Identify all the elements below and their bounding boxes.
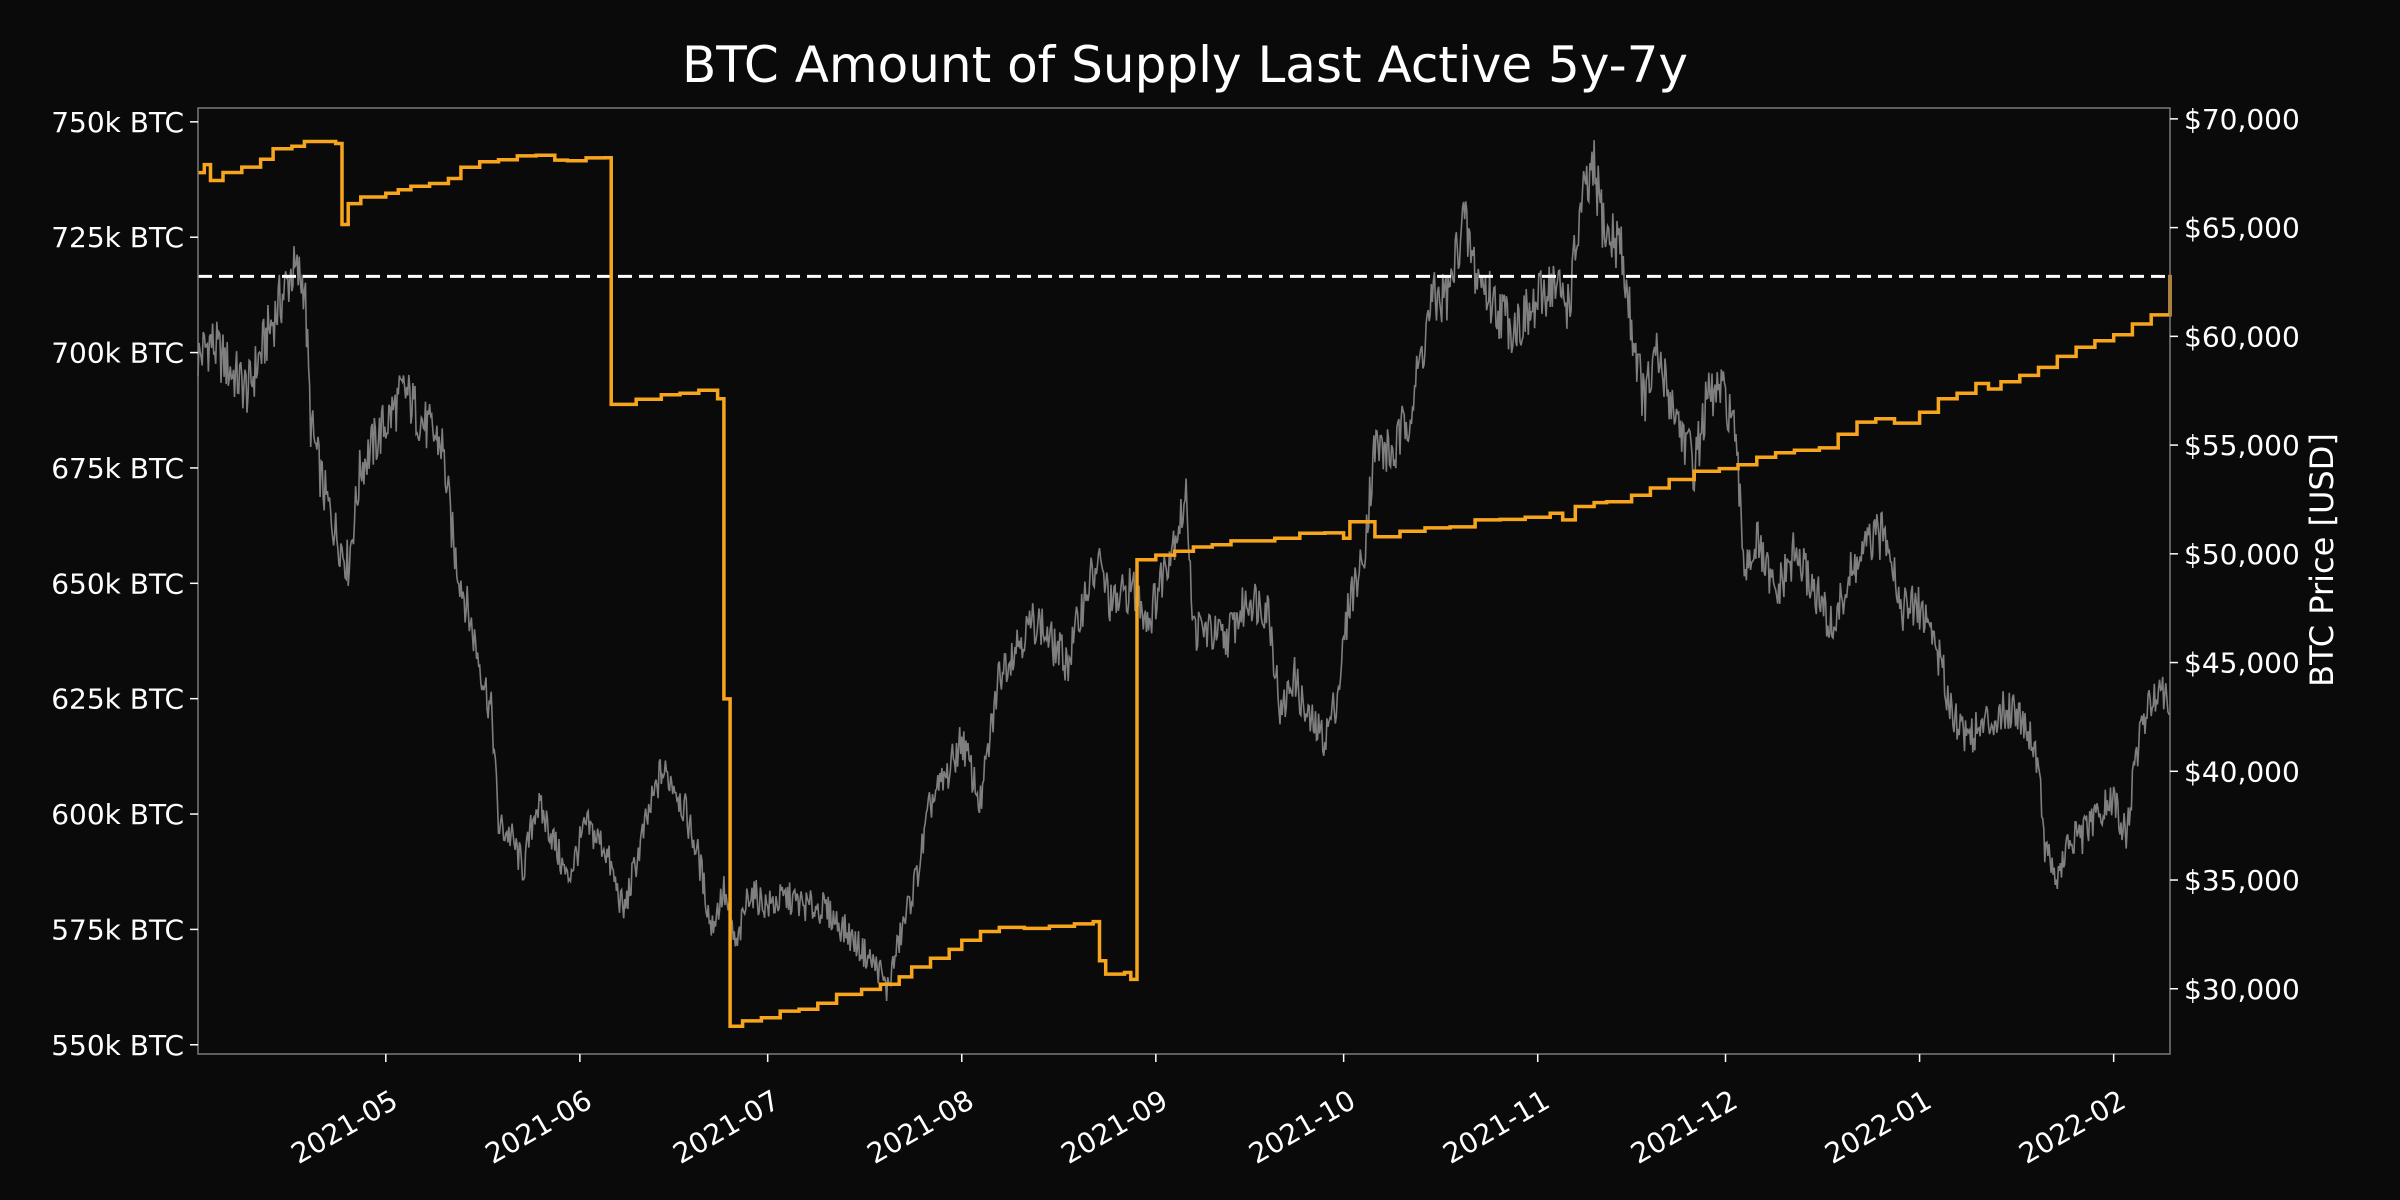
chart-title: BTC Amount of Supply Last Active 5y-7y — [682, 36, 1688, 94]
y-left-tick-label: 675k BTC — [51, 452, 184, 485]
y-left-tick-label: 650k BTC — [51, 567, 184, 600]
y-left-tick-label: 625k BTC — [51, 683, 184, 716]
y-right-tick-label: $35,000 — [2184, 864, 2300, 897]
y-left-tick-label: 600k BTC — [51, 798, 184, 831]
plot-area — [197, 108, 2172, 1054]
y-left-tick-label: 575k BTC — [51, 913, 184, 946]
y-left-tick-label: 700k BTC — [51, 337, 184, 370]
price-series-line — [197, 140, 2171, 1002]
y-right-axis-label: BTC Price [USD] — [2303, 433, 2341, 687]
plot-frame — [197, 107, 2171, 1055]
supply-series-line — [198, 139, 2172, 1029]
y-right-tick-label: $60,000 — [2184, 320, 2300, 353]
y-left-tick-label: 750k BTC — [51, 106, 184, 139]
y-left-tick-label: 550k BTC — [51, 1029, 184, 1062]
y-left-tick-label: 725k BTC — [51, 221, 184, 254]
y-right-tick-label: $45,000 — [2184, 647, 2300, 680]
y-right-tick-label: $50,000 — [2184, 538, 2300, 571]
y-right-tick-label: $55,000 — [2184, 429, 2300, 462]
y-right-tick-label: $65,000 — [2184, 212, 2300, 245]
y-right-tick-label: $40,000 — [2184, 755, 2300, 788]
y-right-tick-label: $30,000 — [2184, 973, 2300, 1006]
plot-background — [198, 108, 2170, 1054]
y-right-tick-label: $70,000 — [2184, 103, 2300, 136]
